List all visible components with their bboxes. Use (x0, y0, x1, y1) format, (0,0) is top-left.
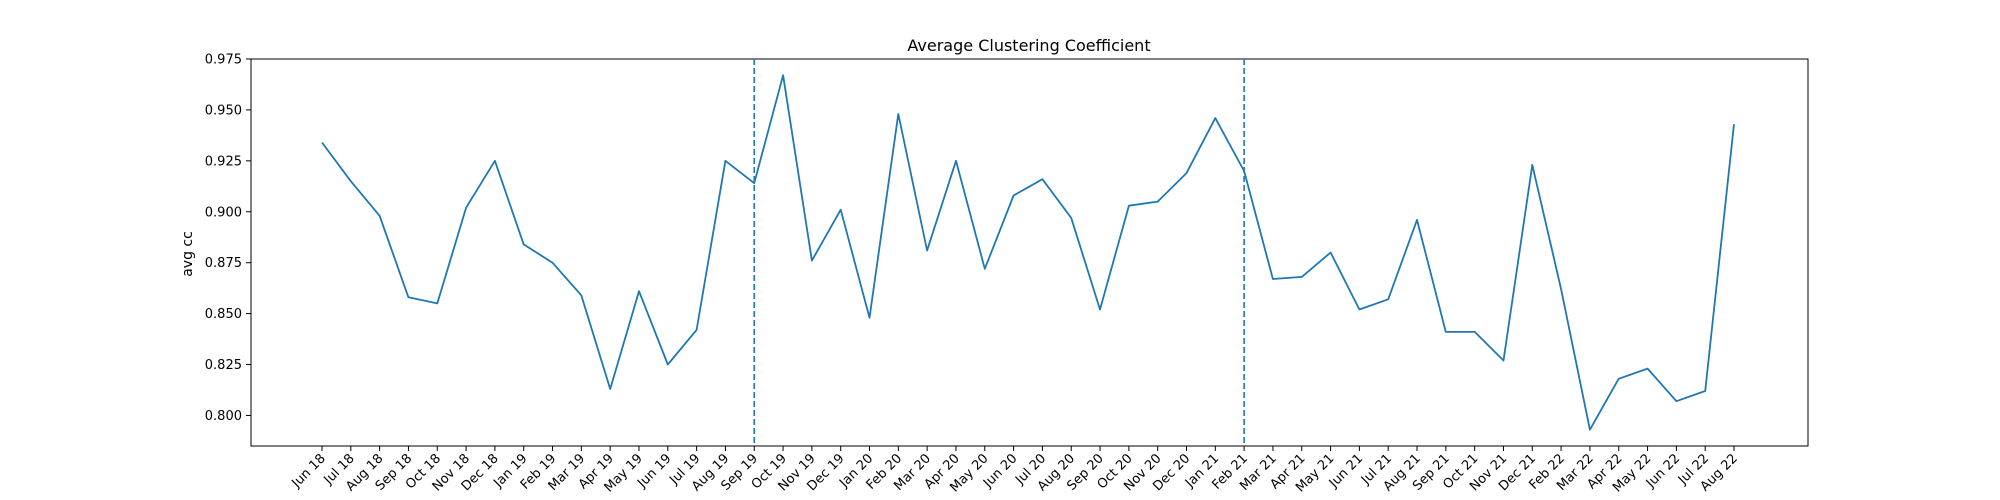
y-tick-label: 0.875 (205, 256, 242, 271)
x-tick-label: Jun 18 (289, 451, 329, 491)
plot-area: 0.800 0.825 0.850 0.875 0.900 0.925 0.950 0.975… (205, 53, 1809, 495)
y-tick-label: 0.925 (205, 154, 242, 169)
y-tick-label: 0.825 (205, 358, 242, 373)
y-tick-label: 0.850 (205, 307, 242, 322)
y-axis-label: avg cc (180, 231, 196, 277)
series-line (321, 74, 1735, 431)
y-tick-label: 0.975 (205, 53, 242, 68)
y-tick-label: 0.800 (205, 409, 242, 424)
y-tick-label: 0.900 (205, 205, 242, 220)
plot-frame (250, 58, 1809, 447)
y-tick-label: 0.950 (205, 103, 242, 118)
chart-title: Average Clustering Coefficient (907, 36, 1150, 55)
